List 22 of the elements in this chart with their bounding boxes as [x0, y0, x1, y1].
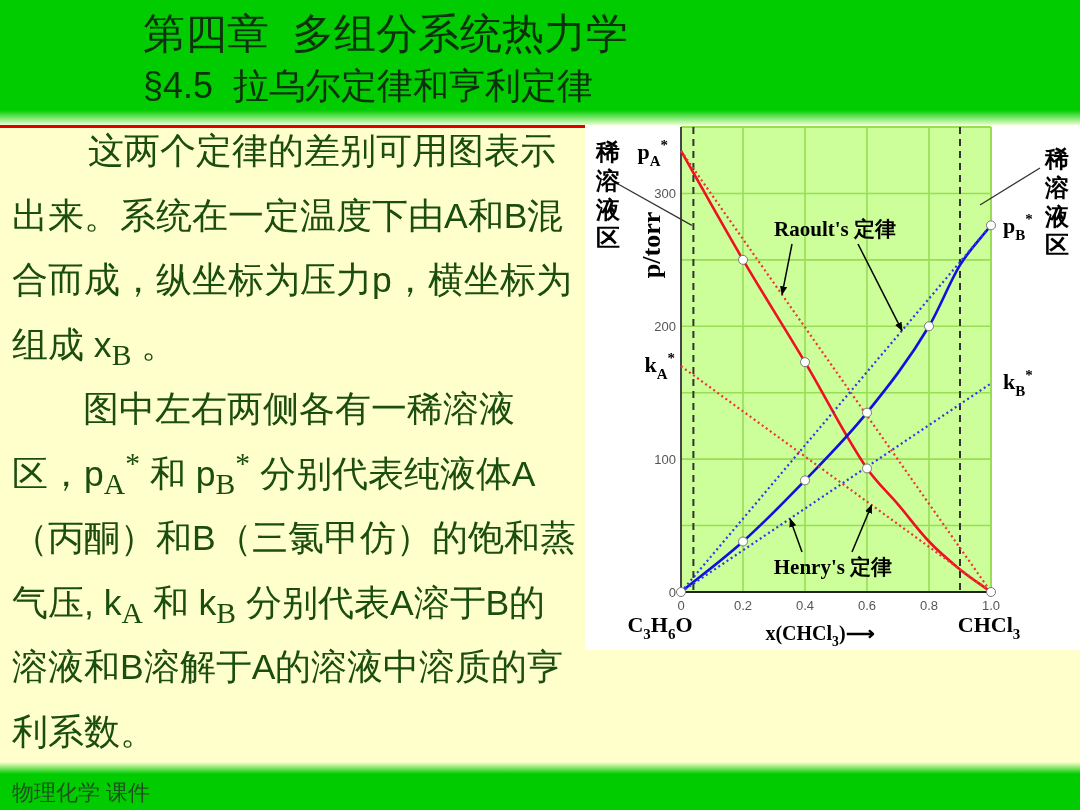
x-tick-label: 0.4 [795, 598, 815, 613]
y-tick-label: 200 [654, 319, 676, 335]
text: §4.5 拉乌尔定律和亨利定律 [143, 65, 594, 106]
x-axis-title: x(CHCl$_{3}$)⟶ [765, 622, 875, 649]
x-tick-label: 1.0 [981, 598, 1001, 613]
y-axis-title: p/torr [637, 211, 666, 279]
annotation: C$_{3}$H$_{6}$O [627, 612, 693, 642]
x-tick-label: 0.2 [733, 598, 753, 613]
y-tick-label: 0 [668, 585, 676, 600]
text: 图中左右两侧各有一稀溶液区，p$_{A}$$^{*}$ 和 p$_{B}$$^{*}$ 分别代表纯液体A（丙酮）和B（三氯甲仿）的饱和蒸气压, k$_{A}$ 和 k$_{B}$ 分别代表A溶于B的溶液和B溶解于A的溶液中溶质的亨利系数。 [12, 389, 576, 752]
y-tick-label: 300 [654, 186, 676, 202]
y-tick-label: 100 [654, 452, 676, 468]
annotation: Raoult's 定律 [774, 217, 896, 241]
chart-title: 第四章 多组分系统热力学 [143, 10, 629, 57]
x-tick-label: 0.6 [857, 598, 877, 613]
annotation: Henry's 定律 [773, 555, 893, 579]
text: 这两个定律的差别可用图表示出来。系统在一定温度下由A和B混合而成，纵坐标为压力p，横坐标为组成 x$_{B}$ 。 [12, 130, 573, 373]
annotation: 稀溶液区 [595, 139, 621, 252]
annotation: CHCl$_{3}$ [957, 612, 1021, 642]
text: 稀溶液区 [1044, 146, 1070, 259]
x-tick-label: 0.8 [919, 598, 939, 613]
text: 物理化学 课件 [12, 780, 151, 805]
